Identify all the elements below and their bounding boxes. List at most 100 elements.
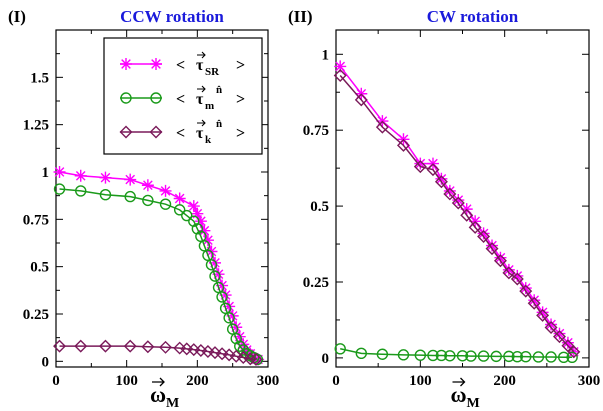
data-point-star [414, 157, 427, 170]
data-point-circle [216, 291, 228, 303]
data-point-diamond [519, 284, 533, 298]
data-point-star [452, 194, 465, 207]
y-tick-label: 0 [322, 351, 330, 367]
data-point-diamond [443, 187, 457, 201]
x-axis-label: ω [451, 382, 467, 407]
panel-label: (I) [8, 7, 26, 26]
data-point-circle [181, 209, 193, 222]
series-star [334, 60, 580, 358]
data-point-circle [465, 350, 477, 362]
x-tick-label: 300 [578, 373, 601, 389]
data-point-star [553, 327, 566, 340]
legend-superscript: n̂ [216, 84, 222, 96]
data-point-diamond [536, 308, 550, 322]
data-point-star [209, 256, 221, 269]
x-tick-label: 0 [52, 373, 60, 389]
data-point-diamond [527, 296, 541, 310]
chart-title: CCW rotation [120, 7, 224, 26]
data-point-circle [532, 351, 545, 363]
legend-bracket-open: < [176, 125, 185, 142]
data-point-circle [99, 189, 112, 201]
data-point-diamond [243, 352, 257, 366]
data-point-diamond [333, 69, 347, 83]
x-tick-label: 100 [115, 373, 138, 389]
series-circle [53, 183, 264, 366]
y-tick-label: 1 [42, 165, 50, 181]
data-point-diamond [123, 339, 137, 353]
legend-bracket-close: > [236, 125, 245, 142]
data-point-diamond [544, 321, 558, 335]
data-point-circle [520, 350, 532, 363]
data-point-star [53, 165, 66, 178]
x-tick-label: 200 [493, 373, 516, 389]
x-axis-label-sub: M [166, 396, 179, 411]
data-point-diamond [552, 330, 566, 344]
data-point-diamond [451, 196, 465, 210]
legend-symbol: τ [196, 57, 204, 74]
data-point-star [561, 336, 574, 349]
data-point-diamond [396, 138, 410, 152]
data-point-star [219, 289, 232, 302]
data-point-diamond [229, 349, 243, 363]
data-point-diamond [141, 340, 155, 354]
data-point-star [334, 60, 347, 73]
legend-bracket-close: > [236, 57, 245, 74]
x-tick-label: 100 [409, 373, 432, 389]
x-tick-label: 300 [257, 373, 280, 389]
data-point-diamond [74, 339, 88, 353]
y-tick-label: 0.5 [30, 260, 49, 276]
data-point-diamond [236, 351, 250, 365]
data-point-star [502, 263, 515, 276]
data-point-diamond [426, 163, 440, 177]
data-point-star [443, 184, 456, 197]
series-line [339, 75, 575, 353]
y-tick-label: 0.25 [303, 275, 329, 291]
data-point-circle [355, 347, 367, 360]
legend-item: < τ mn̂ > [120, 84, 245, 112]
y-tick-label: 0.75 [303, 123, 329, 139]
data-point-star [124, 173, 137, 186]
data-point-star [511, 269, 524, 282]
legend-vector-arrow [197, 119, 206, 127]
data-point-circle [159, 198, 172, 210]
legend-marker-star [150, 58, 162, 70]
legend-superscript: n̂ [216, 118, 222, 130]
data-point-star [486, 239, 499, 252]
legend-marker-circle [150, 92, 162, 104]
data-point-circle [124, 190, 136, 203]
data-point-star [191, 207, 204, 220]
series-diamond [53, 339, 263, 366]
series-line [340, 348, 573, 359]
data-point-circle [545, 351, 557, 363]
legend-item: < τ k n̂ > [119, 118, 245, 146]
plot-frame [335, 29, 590, 368]
chart-panel-2: 0 100 200 300 0 0.25 0.5 0.75 1 CW rotation (II) ω M [288, 7, 600, 411]
data-point-star [435, 172, 448, 185]
data-point-circle [444, 350, 456, 362]
data-point-star [536, 306, 549, 319]
data-point-circle [427, 349, 439, 362]
legend-symbol: τ [196, 125, 204, 142]
data-point-circle [558, 351, 570, 363]
data-point-circle [376, 348, 389, 360]
y-tick-label: 0.25 [23, 307, 49, 323]
series-line [59, 188, 258, 361]
data-point-circle [490, 350, 502, 363]
y-tick-label: 1.5 [30, 70, 49, 86]
data-point-diamond [477, 229, 491, 243]
data-point-star [528, 294, 541, 307]
data-point-diamond [98, 339, 112, 353]
legend-vector-arrow [197, 85, 206, 93]
data-point-diamond [375, 120, 389, 134]
data-point-star [226, 309, 239, 322]
data-point-star [187, 200, 200, 213]
legend-marker-star [120, 58, 132, 70]
data-point-circle [334, 343, 346, 355]
y-tick-label: 1.25 [23, 118, 49, 134]
data-point-circle [234, 340, 246, 352]
data-point-diamond [485, 242, 499, 256]
series-line [59, 345, 257, 361]
x-axis-label: ω [150, 382, 166, 407]
data-point-diamond [53, 339, 67, 353]
legend-marker-circle [120, 92, 132, 104]
